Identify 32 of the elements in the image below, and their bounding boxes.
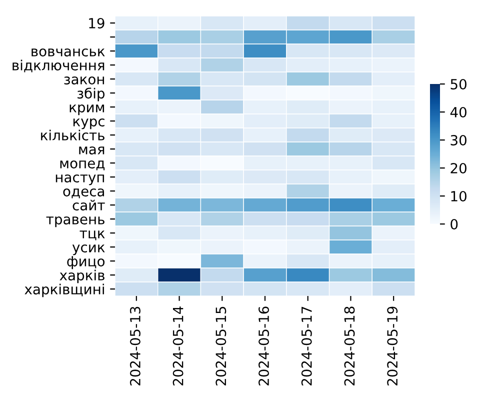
x-tick-label: 2024-05-14: [172, 306, 184, 386]
y-tick-label: усик: [72, 244, 105, 256]
x-tick-label: 2024-05-16: [258, 306, 270, 386]
y-tick-label: наступ: [56, 174, 104, 186]
y-tick-label: травень: [46, 216, 104, 228]
color-bar-label: 0: [450, 218, 458, 230]
y-tick-label: харківщині: [24, 284, 104, 298]
y-tick-label: вовчанськ: [32, 48, 105, 56]
y-tick-label: відключення: [12, 60, 104, 72]
color-bar-label: 10: [451, 190, 466, 202]
y-tick-label: мопед: [60, 160, 105, 170]
y-tick-label: закон: [64, 76, 104, 84]
y-tick-label: мая: [79, 146, 104, 154]
x-tick-label: 2024-05-13: [130, 306, 140, 386]
color-bar-label: 40: [450, 106, 466, 118]
y-tick-label: одеса: [63, 188, 104, 198]
x-tick-label: 2024-05-15: [216, 306, 226, 386]
y-tick-label: харків: [60, 270, 104, 284]
y-tick-label: кількість: [41, 130, 104, 140]
y-tick-label: 19: [89, 18, 104, 28]
y-tick-label: фицо: [67, 256, 105, 270]
y-tick-label: сайт: [72, 200, 105, 210]
y-tick-label: крим: [70, 104, 104, 116]
x-tick-label: 2024-05-19: [387, 306, 398, 386]
x-tick-label: 2024-05-18: [344, 306, 355, 386]
color-bar-label: 30: [450, 134, 466, 146]
y-tick-label: курс: [73, 118, 104, 130]
y-tick-label: тцк: [80, 230, 105, 240]
color-bar-label: 50: [450, 78, 466, 90]
color-bar-label: 20: [450, 162, 466, 174]
y-tick-label: збір: [78, 88, 105, 102]
x-tick-label: 2024-05-17: [301, 306, 312, 386]
